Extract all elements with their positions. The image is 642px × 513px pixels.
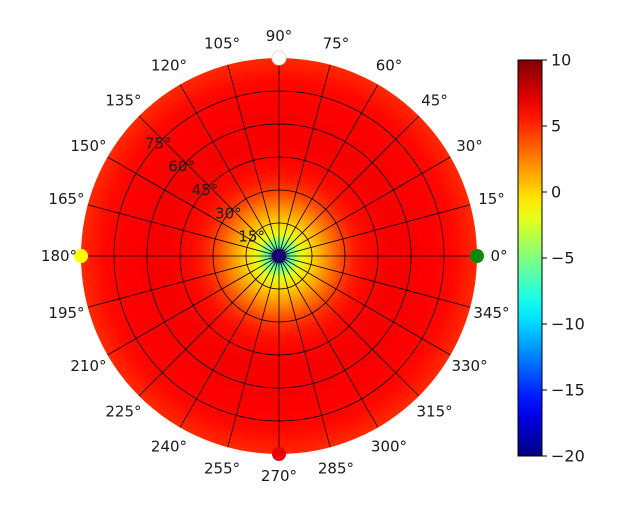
azimuth-tick-label: 255° <box>204 460 240 478</box>
azimuth-tick-label: 15° <box>478 190 505 208</box>
azimuth-tick-label: 45° <box>421 91 448 109</box>
colorbar-tick-label: 0 <box>551 183 561 202</box>
azimuth-gridline <box>278 64 331 257</box>
azimuth-gridline <box>278 115 420 257</box>
azimuth-tick-label: 90° <box>266 27 293 45</box>
radial-tick-label: 30° <box>215 204 242 222</box>
azimuth-tick-label: 60° <box>376 56 403 74</box>
azimuth-tick-label: 120° <box>151 56 187 74</box>
colorbar-tick-label: 10 <box>551 51 571 70</box>
colorbar-bar <box>517 59 543 457</box>
azimuth-tick-label: 195° <box>48 304 84 322</box>
marker-point <box>74 249 88 263</box>
azimuth-gridline <box>278 255 379 428</box>
marker-point <box>272 249 286 263</box>
azimuth-gridline <box>278 255 331 448</box>
azimuth-gridline <box>278 255 471 308</box>
azimuth-gridline <box>107 156 280 257</box>
azimuth-tick-label: 240° <box>151 438 187 456</box>
azimuth-tick-label: 285° <box>318 460 354 478</box>
azimuth-tick-label: 150° <box>70 137 106 155</box>
azimuth-tick-label: 345° <box>473 304 509 322</box>
azimuth-gridline <box>278 255 451 356</box>
azimuth-tick-label: 315° <box>416 403 452 421</box>
azimuth-gridline <box>278 84 379 257</box>
azimuth-tick-label: 165° <box>48 190 84 208</box>
azimuth-gridline <box>179 84 280 257</box>
azimuth-tick-label: 270° <box>261 467 297 485</box>
azimuth-tick-label: 75° <box>323 34 350 52</box>
azimuth-gridline <box>107 255 280 356</box>
marker-point <box>470 249 484 263</box>
radial-tick-label: 75° <box>145 134 172 152</box>
colorbar-tick-label: −20 <box>551 447 585 466</box>
azimuth-gridline <box>87 204 280 257</box>
colorbar-tick-label: 5 <box>551 117 561 136</box>
radial-tick-label: 60° <box>168 158 195 176</box>
marker-point <box>272 447 286 461</box>
marker-point <box>271 50 287 66</box>
azimuth-gridline <box>278 255 420 397</box>
colorbar-tick-label: −10 <box>551 315 585 334</box>
azimuth-tick-labels: 0° 15° 30° 45° 60° 75° 90° 105° 120° 135° 150° 165°… <box>41 27 510 485</box>
radial-tick-labels: 15° 30° 45° 60° 75° <box>145 134 265 245</box>
marker-layer <box>74 50 484 461</box>
azimuth-gridline <box>278 156 451 257</box>
azimuth-tick-label: 105° <box>204 34 240 52</box>
azimuth-tick-label: 135° <box>105 91 141 109</box>
colorbar-tick-label: −15 <box>551 381 585 400</box>
azimuth-tick-label: 30° <box>456 137 483 155</box>
azimuth-tick-label: 300° <box>371 438 407 456</box>
colorbar: 10 5 0 −5 −10 −15 −20 <box>517 51 585 466</box>
azimuth-gridline <box>179 255 280 428</box>
azimuth-gridline <box>227 255 280 448</box>
azimuth-tick-label: 210° <box>70 357 106 375</box>
azimuth-tick-label: 0° <box>490 247 507 265</box>
azimuth-tick-label: 225° <box>105 403 141 421</box>
azimuth-gridline <box>138 255 280 397</box>
azimuth-gridline <box>87 255 280 308</box>
azimuth-gridline <box>278 204 471 257</box>
azimuth-tick-label: 330° <box>451 357 487 375</box>
azimuth-gridline <box>138 115 280 257</box>
colorbar-ticks: 10 5 0 −5 −10 −15 −20 <box>542 51 585 466</box>
radial-tick-label: 45° <box>192 181 219 199</box>
colorbar-tick-label: −5 <box>551 249 575 268</box>
azimuth-tick-label: 180° <box>41 247 77 265</box>
azimuth-gridline <box>227 64 280 257</box>
radial-tick-label: 15° <box>238 228 265 246</box>
polar-grid <box>81 58 477 454</box>
polar-plot-area: 0° 15° 30° 45° 60° 75° 90° 105° 120° 135° 150° 165°… <box>41 27 510 485</box>
